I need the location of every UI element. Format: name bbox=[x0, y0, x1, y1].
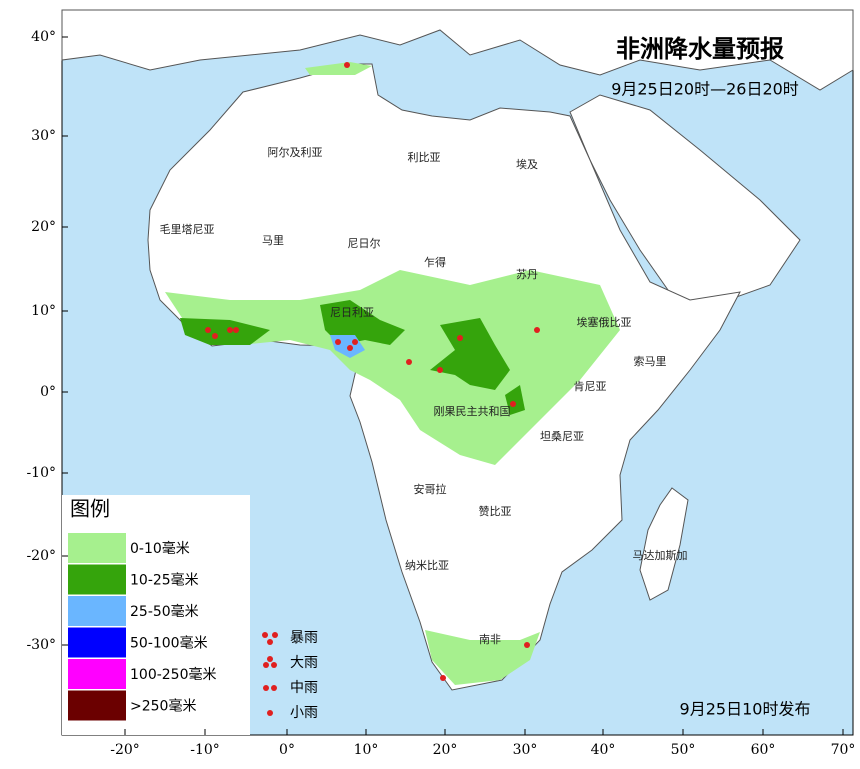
legend-symbol-label: 小雨 bbox=[290, 705, 318, 721]
lon-label: 10° bbox=[354, 742, 379, 758]
lon-label: 20° bbox=[433, 742, 458, 758]
legend-swatch bbox=[68, 596, 126, 626]
rain-dot bbox=[205, 327, 211, 333]
country-label: 尼日尔 bbox=[348, 237, 381, 250]
rain-dot bbox=[347, 345, 353, 351]
legend-label: 100-250毫米 bbox=[130, 666, 217, 683]
rain-area bbox=[165, 270, 620, 465]
legend-symbol-dot bbox=[271, 685, 277, 691]
lat-label: 30° bbox=[31, 128, 56, 144]
country-label: 埃塞俄比亚 bbox=[577, 315, 632, 329]
rain-dot bbox=[335, 339, 341, 345]
legend-label: 0-10毫米 bbox=[130, 540, 190, 557]
lon-label: 40° bbox=[591, 742, 616, 758]
lat-label: -20° bbox=[26, 548, 56, 564]
legend-label: 25-50毫米 bbox=[130, 603, 199, 620]
country-label: 纳米比亚 bbox=[405, 559, 449, 572]
country-label: 马达加斯加 bbox=[633, 549, 688, 562]
release-note: 9月25日10时发布 bbox=[680, 700, 811, 719]
rain-dot bbox=[406, 359, 412, 365]
country-label: 利比亚 bbox=[408, 151, 441, 164]
country-label: 刚果民主共和国 bbox=[434, 405, 511, 418]
legend-symbol-label: 暴雨 bbox=[290, 630, 318, 646]
rain-dot bbox=[212, 333, 218, 339]
legend-label: 10-25毫米 bbox=[130, 572, 199, 589]
country-label: 乍得 bbox=[424, 255, 446, 269]
legend-symbol-dot bbox=[263, 662, 269, 668]
country-label: 坦桑尼亚 bbox=[540, 429, 584, 443]
rain-area bbox=[425, 630, 540, 685]
rain-dot bbox=[227, 327, 233, 333]
title: 非洲降水量预报 bbox=[616, 35, 784, 63]
legend-symbol-label: 中雨 bbox=[290, 680, 318, 696]
lat-label: -30° bbox=[26, 637, 56, 653]
rain-dot bbox=[344, 62, 350, 68]
lon-label: 50° bbox=[671, 742, 696, 758]
legend-swatch bbox=[68, 659, 126, 689]
rain-dot bbox=[524, 642, 530, 648]
legend-symbol-dot bbox=[271, 662, 277, 668]
rain-dot bbox=[510, 401, 516, 407]
rain-dot bbox=[457, 335, 463, 341]
legend-swatch bbox=[68, 533, 126, 563]
europe bbox=[61, 9, 854, 91]
legend-symbol-dot bbox=[267, 710, 273, 716]
rain-areas bbox=[165, 62, 620, 685]
rain-dot bbox=[534, 327, 540, 333]
legend-swatch bbox=[68, 690, 126, 721]
country-label: 马里 bbox=[262, 234, 284, 247]
lon-label: 0° bbox=[279, 742, 295, 758]
country-label: 南非 bbox=[479, 633, 501, 646]
rain-dot bbox=[440, 675, 446, 681]
rain-dot bbox=[352, 339, 358, 345]
country-label: 赞比亚 bbox=[479, 505, 512, 518]
lon-label: -20° bbox=[110, 742, 140, 758]
country-label: 埃及 bbox=[516, 157, 538, 171]
country-label: 安哥拉 bbox=[414, 482, 447, 496]
rain-area bbox=[180, 318, 270, 345]
rain-dot bbox=[233, 327, 239, 333]
lat-label: 10° bbox=[31, 303, 56, 319]
lon-label: 70° bbox=[831, 742, 856, 758]
rain-area bbox=[505, 385, 525, 415]
rain-dots bbox=[205, 62, 540, 681]
lat-label: 20° bbox=[31, 219, 56, 235]
rain-area bbox=[430, 318, 510, 390]
lon-label: 60° bbox=[751, 742, 776, 758]
lon-label: 30° bbox=[513, 742, 538, 758]
legend-symbol-label: 大雨 bbox=[290, 655, 318, 671]
subtitle: 9月25日20时—26日20时 bbox=[611, 80, 799, 99]
country-label: 毛里塔尼亚 bbox=[160, 223, 215, 236]
legend-symbol-dot bbox=[267, 639, 273, 645]
lat-label: 40° bbox=[31, 29, 56, 45]
lon-label: -10° bbox=[190, 742, 220, 758]
madagascar bbox=[639, 487, 689, 601]
legend-label: >250毫米 bbox=[130, 698, 196, 715]
country-label: 苏丹 bbox=[516, 268, 538, 281]
rain-area bbox=[305, 62, 372, 75]
rain-area bbox=[320, 300, 405, 345]
legend-symbol-dot bbox=[272, 632, 278, 638]
rain-dot bbox=[437, 367, 443, 373]
country-label: 索马里 bbox=[634, 354, 667, 368]
legend-title: 图例 bbox=[70, 497, 110, 521]
country-label: 肯尼亚 bbox=[574, 380, 607, 393]
lat-label: -10° bbox=[26, 465, 56, 481]
country-label: 尼日利亚 bbox=[330, 306, 374, 319]
legend-label: 50-100毫米 bbox=[130, 635, 208, 652]
legend-symbol-dot bbox=[263, 685, 269, 691]
legend-swatch bbox=[68, 627, 126, 658]
country-label: 阿尔及利亚 bbox=[268, 146, 323, 159]
legend-symbol-dot bbox=[267, 656, 273, 662]
legend-swatch bbox=[68, 564, 126, 595]
arabia bbox=[569, 94, 801, 311]
legend-symbol-dot bbox=[262, 632, 268, 638]
lat-label: 0° bbox=[40, 384, 56, 400]
